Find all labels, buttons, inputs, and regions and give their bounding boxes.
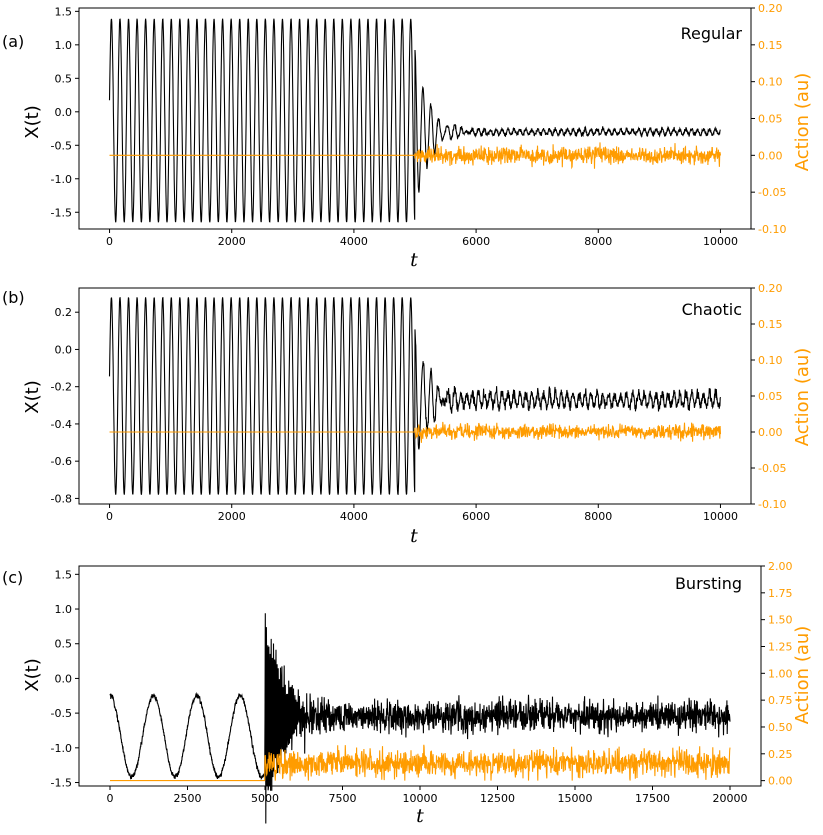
x-tick-label: 0 (107, 792, 114, 805)
axes-frame (78, 565, 762, 787)
x-tick-label: 0 (106, 235, 113, 248)
y2-tick-label: -0.05 (758, 462, 786, 475)
y2-tick-label: 1.00 (768, 667, 793, 680)
series-action-line (109, 142, 722, 170)
x-tick-label: 10000 (703, 235, 738, 248)
plot-area (108, 297, 722, 496)
y2-tick-label: 0.05 (758, 390, 783, 403)
y-tick-label: 1.0 (55, 39, 73, 52)
series-x-t-line (108, 18, 721, 223)
y2-tick-label: 0.20 (758, 282, 783, 295)
panel-title-bursting: Bursting (675, 574, 742, 593)
x-tick-label: 0 (106, 510, 113, 523)
series-action-line (109, 421, 722, 443)
y2-tick-label: -0.05 (758, 186, 786, 199)
x-tick-label: 7500 (329, 792, 357, 805)
x-tick-label: 4000 (340, 510, 368, 523)
plot-area (108, 18, 722, 223)
panel-letter-b: (b) (2, 288, 25, 307)
y2-tick-label: 1.75 (768, 587, 793, 600)
x-tick-label: 20000 (713, 792, 748, 805)
y-tick-label: -1.0 (51, 742, 72, 755)
y-tick-label: -0.5 (51, 707, 72, 720)
y-tick-label: -1.0 (51, 173, 72, 186)
x-tick-label: 2500 (174, 792, 202, 805)
y-tick-label: 0.5 (55, 72, 73, 85)
y-tick-label: 0.0 (55, 343, 73, 356)
y-tick-label: -0.5 (51, 139, 72, 152)
panel-bursting: (c) Bursting t X(t) Action (au) 0 2500 500… (2, 560, 813, 827)
x-axis-label: t (416, 805, 424, 827)
x-tick-label: 4000 (340, 235, 368, 248)
x-tick-label: 2000 (218, 510, 246, 523)
y2-axis-label: Action (au) (792, 348, 813, 447)
x-tick-label: 17500 (635, 792, 670, 805)
y2-tick-label: 0.10 (758, 76, 783, 89)
y-tick-label: -0.4 (51, 418, 72, 431)
y2-tick-label: 0.75 (768, 694, 793, 707)
x-tick-label: 5000 (251, 792, 279, 805)
y2-tick-label: -0.10 (758, 498, 786, 511)
x-tick-label: 10000 (703, 510, 738, 523)
x-tick-label: 15000 (558, 792, 593, 805)
y2-tick-label: 1.25 (768, 640, 793, 653)
y2-tick-label: 0.50 (768, 721, 793, 734)
y-tick-label: 0.2 (55, 306, 73, 319)
y2-tick-label: 0.20 (758, 2, 783, 15)
x-tick-label: 8000 (584, 510, 612, 523)
x-tick-label: 10000 (403, 792, 438, 805)
y-tick-label: -1.5 (51, 777, 72, 790)
y2-axis-label: Action (au) (792, 626, 813, 725)
x-tick-label: 6000 (462, 510, 490, 523)
y-tick-label: -0.6 (51, 455, 72, 468)
panel-regular: (a) Regular t X(t) Action (au) 0 2000 4000… (2, 2, 813, 271)
y-tick-label: 0.5 (55, 638, 73, 651)
y-axis-label: X(t) (22, 105, 43, 138)
y2-tick-label: 0.10 (758, 354, 783, 367)
panel-title-chaotic: Chaotic (682, 300, 742, 319)
y2-tick-label: 2.00 (768, 560, 793, 573)
y2-tick-label: 0.25 (768, 748, 793, 761)
x-axis-label: t (410, 249, 418, 271)
y-tick-label: 1.5 (55, 5, 73, 18)
y2-tick-label: 0.00 (758, 149, 783, 162)
panel-letter-c: (c) (2, 568, 23, 587)
y-tick-label: 1.5 (55, 568, 73, 581)
y-tick-label: 0.0 (55, 106, 73, 119)
x-tick-label: 8000 (584, 235, 612, 248)
y2-tick-label: -0.10 (758, 223, 786, 236)
panel-chaotic: (b) Chaotic t X(t) Action (au) 0 2000 4000… (2, 282, 813, 547)
panel-letter-a: (a) (2, 32, 24, 51)
y-axis-label: X(t) (22, 380, 43, 413)
y-tick-label: -0.2 (51, 381, 72, 394)
y2-tick-label: 0.00 (768, 775, 793, 788)
y-axis-label: X(t) (22, 658, 43, 691)
plot-area (109, 613, 731, 824)
x-axis-label: t (410, 525, 418, 547)
y-tick-label: 1.0 (55, 603, 73, 616)
y2-axis-label: Action (au) (792, 73, 813, 172)
y-tick-label: -0.8 (51, 492, 72, 505)
y-tick-label: 0.0 (55, 672, 73, 685)
series-x-t-line (108, 297, 722, 496)
y2-tick-label: 1.50 (768, 614, 793, 627)
series-action-line (110, 744, 731, 782)
y2-tick-label: 0.05 (758, 113, 783, 126)
panel-title-regular: Regular (681, 24, 743, 43)
y2-tick-label: 0.15 (758, 39, 783, 52)
y2-tick-label: 0.15 (758, 318, 783, 331)
y-tick-label: -1.5 (51, 206, 72, 219)
x-tick-label: 2000 (218, 235, 246, 248)
y2-tick-label: 0.00 (758, 426, 783, 439)
x-tick-label: 12500 (480, 792, 515, 805)
series-x-t-line (109, 613, 731, 824)
x-tick-label: 6000 (462, 235, 490, 248)
